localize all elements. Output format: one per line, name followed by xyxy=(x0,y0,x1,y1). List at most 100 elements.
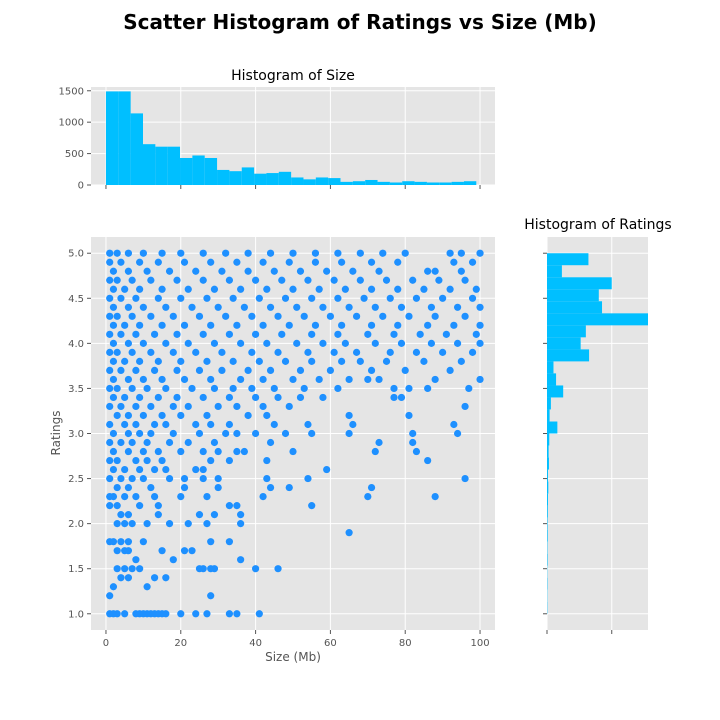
scatter-point xyxy=(222,312,230,320)
scatter-point xyxy=(203,492,211,501)
scatter-point xyxy=(371,339,379,347)
top-hist-ticks: 0 500 1000 1500 xyxy=(59,86,481,192)
scatter-point xyxy=(296,267,305,275)
scatter-point xyxy=(199,447,207,456)
scatter-point xyxy=(263,474,271,483)
scatter-point xyxy=(457,249,465,257)
scatter-point xyxy=(143,384,151,393)
scatter-point xyxy=(162,384,170,393)
scatter-point xyxy=(386,348,394,356)
scatter-point xyxy=(124,447,133,456)
scatter-point xyxy=(338,357,346,365)
scatter-point xyxy=(304,420,312,429)
scatter-point xyxy=(431,492,439,501)
scatter-point xyxy=(450,420,458,429)
scatter-point xyxy=(371,447,379,456)
top-hist-bar xyxy=(377,181,390,185)
right-hist-bar xyxy=(547,481,549,494)
scatter-point xyxy=(274,565,282,573)
scatter-point xyxy=(311,258,320,266)
scatter-point xyxy=(405,312,413,320)
scatter-point xyxy=(386,294,394,302)
scatter-point xyxy=(289,249,297,257)
scatter-point xyxy=(106,592,114,600)
scatter-point xyxy=(121,285,129,293)
right-hist-bar xyxy=(547,289,599,302)
scatter-point xyxy=(233,610,241,618)
scatter-point xyxy=(128,474,136,483)
scatter-point xyxy=(285,258,293,266)
scatter-point xyxy=(184,438,192,447)
scatter-point xyxy=(266,366,275,375)
scatter-point xyxy=(124,375,133,384)
scatter-point xyxy=(169,429,177,438)
scatter-point xyxy=(195,429,204,438)
scatter-point xyxy=(397,303,406,311)
top-hist-bar xyxy=(229,171,242,185)
scatter-point xyxy=(237,520,245,528)
scatter-point xyxy=(397,339,406,347)
scatter-point xyxy=(169,556,177,564)
scatter-point xyxy=(177,249,185,257)
scatter-point xyxy=(266,303,275,311)
top-hist-bar xyxy=(414,181,427,185)
scatter-point xyxy=(270,384,278,393)
scatter-point xyxy=(147,276,155,284)
scatter-point xyxy=(233,402,241,411)
top-hist-bar xyxy=(451,181,464,185)
scatter-point xyxy=(424,456,432,465)
right-hist-bar xyxy=(547,553,548,566)
scatter-point xyxy=(117,258,125,266)
scatter-point xyxy=(263,411,271,420)
scatter-point xyxy=(394,258,402,266)
top-hist-bar xyxy=(118,91,131,185)
top-hist-bar xyxy=(167,146,181,185)
scatter-point xyxy=(285,402,293,411)
scatter-point xyxy=(177,357,185,365)
scatter-point xyxy=(199,276,207,284)
scatter-point xyxy=(195,366,204,375)
scatter-point xyxy=(199,330,207,338)
scatter-point xyxy=(139,303,147,311)
scatter-point xyxy=(173,393,181,402)
scatter-point xyxy=(330,276,338,284)
scatter-point xyxy=(345,303,353,311)
scatter-point xyxy=(207,420,215,429)
scatter-point xyxy=(394,321,402,329)
scatter-point xyxy=(124,411,133,420)
scatter-point xyxy=(106,456,114,465)
scatter-point xyxy=(117,294,125,302)
scatter-point xyxy=(162,610,170,618)
scatter-point xyxy=(367,321,376,329)
scatter-point xyxy=(367,366,376,375)
scatter-point xyxy=(113,483,121,492)
top-hist-bar xyxy=(303,179,316,185)
scatter-point xyxy=(150,574,159,582)
scatter-point xyxy=(311,321,320,329)
scatter-point xyxy=(308,294,316,302)
scatter-point xyxy=(214,303,222,311)
scatter-point xyxy=(225,276,234,284)
scatter-point xyxy=(169,348,177,356)
scatter-point xyxy=(259,492,267,501)
scatter-point xyxy=(218,348,226,356)
scatter-point xyxy=(296,393,305,402)
scatter-point xyxy=(106,294,114,302)
right-hist-bar xyxy=(547,445,549,458)
scatter-point xyxy=(117,438,125,447)
scatter-point xyxy=(263,285,271,293)
scatter-point xyxy=(128,312,136,320)
scatter-point xyxy=(184,285,192,293)
scatter-point xyxy=(154,258,162,266)
scatter-point xyxy=(240,447,248,456)
scatter-point xyxy=(106,474,114,483)
right-hist-bar xyxy=(547,421,558,434)
scatter-point xyxy=(345,529,353,537)
scatter-point xyxy=(117,366,125,375)
scatter-point xyxy=(334,294,342,302)
scatter-point xyxy=(237,285,245,293)
scatter-point xyxy=(165,520,174,528)
main-scatter-panel: 0 20 40 60 80 100 1.0 1.5 2.0 2.5 3.0 3.5 4.0 4.5 5.0… xyxy=(49,237,495,664)
scatter-point xyxy=(121,565,129,573)
scatter-point xyxy=(356,276,364,284)
